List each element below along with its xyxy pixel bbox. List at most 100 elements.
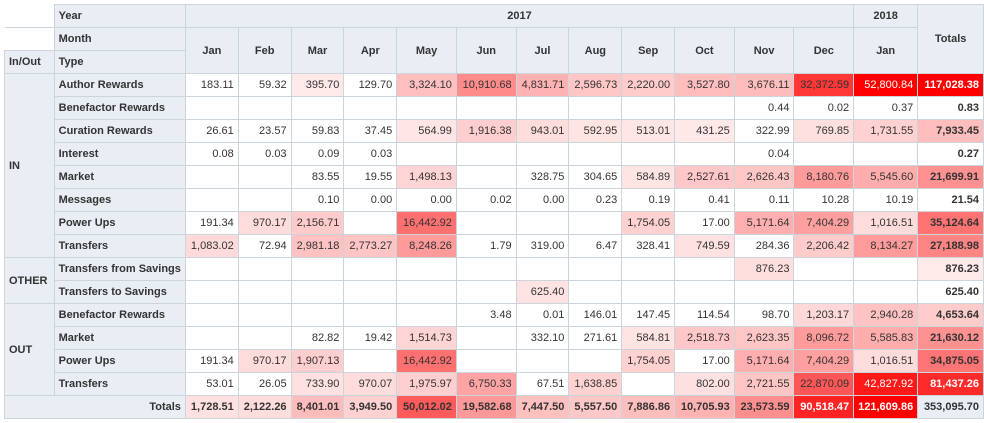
column-total: 23,573.59 — [733, 395, 795, 419]
value-cell — [674, 142, 735, 166]
value-cell — [621, 96, 676, 120]
value-cell: 322.99 — [733, 119, 795, 143]
value-cell: 0.02 — [455, 188, 517, 212]
month-label: Month — [53, 27, 186, 51]
value-cell: 146.01 — [568, 303, 623, 327]
column-total: 7,886.86 — [621, 395, 676, 419]
header-corner — [4, 27, 55, 51]
value-cell: 271.61 — [568, 326, 623, 350]
column-total: 8,401.01 — [290, 395, 345, 419]
value-cell: 147.45 — [621, 303, 676, 327]
value-cell: 8,180.76 — [793, 165, 855, 189]
value-cell — [674, 96, 735, 120]
value-cell: 2,156.71 — [290, 211, 345, 235]
pivot-table: Year 2017 2018 Totals Month Jan Feb Mar Apr May Ju… — [4, 4, 984, 419]
value-cell — [455, 349, 517, 373]
value-cell: 17.00 — [674, 349, 735, 373]
value-cell: 876.23 — [733, 257, 795, 281]
value-cell: 749.59 — [674, 234, 735, 258]
totals-row: Totals 1,728.51 2,122.26 8,401.01 3,949.50 50… — [4, 395, 984, 419]
row-total: 0.83 — [917, 96, 984, 120]
row-total: 21,699.91 — [917, 165, 984, 189]
value-cell: 129.70 — [343, 73, 398, 97]
value-cell — [343, 303, 398, 327]
row-type: Interest — [53, 142, 186, 166]
value-cell: 1,638.85 — [568, 372, 623, 396]
value-cell: 2,623.35 — [733, 326, 795, 350]
value-cell: 431.25 — [674, 119, 735, 143]
value-cell — [184, 96, 239, 120]
value-cell: 6,750.33 — [455, 372, 517, 396]
month-header: Feb — [237, 27, 292, 74]
row-type: Power Ups — [53, 349, 186, 373]
value-cell — [793, 257, 855, 281]
row-total: 21,630.12 — [917, 326, 984, 350]
value-cell — [515, 211, 570, 235]
value-cell: 395.70 — [290, 73, 345, 97]
month-header: Mar — [290, 27, 345, 74]
month-header: Dec — [793, 27, 855, 74]
value-cell — [184, 280, 239, 304]
value-cell — [343, 257, 398, 281]
row-type: Benefactor Rewards — [53, 303, 186, 327]
table-row: Messages 0.10 0.00 0.00 0.02 0.00 0.23 0.19 0.41… — [5, 188, 984, 212]
value-cell: 32,372.59 — [793, 73, 855, 97]
value-cell: 584.89 — [621, 165, 676, 189]
value-cell — [455, 280, 517, 304]
row-type: Market — [53, 326, 186, 350]
row-total: 0.27 — [917, 142, 984, 166]
value-cell — [290, 280, 345, 304]
value-cell: 625.40 — [515, 280, 570, 304]
value-cell — [396, 96, 457, 120]
value-cell — [455, 326, 517, 350]
totals-row-label: Totals — [4, 395, 186, 419]
value-cell: 6.47 — [568, 234, 623, 258]
value-cell: 5,171.64 — [733, 211, 795, 235]
value-cell: 1,203.17 — [793, 303, 855, 327]
value-cell — [343, 96, 398, 120]
value-cell — [568, 96, 623, 120]
value-cell — [568, 211, 623, 235]
value-cell: 26.05 — [237, 372, 292, 396]
row-total: 81,437.26 — [917, 372, 984, 396]
value-cell: 0.01 — [515, 303, 570, 327]
value-cell: 2,626.43 — [733, 165, 795, 189]
value-cell: 53.01 — [184, 372, 239, 396]
value-cell: 2,527.61 — [674, 165, 735, 189]
value-cell: 1,907.13 — [290, 349, 345, 373]
header-row-month: Month Jan Feb Mar Apr May Jun Jul Aug Sep Oct Nov De… — [4, 27, 984, 74]
group-label: IN — [4, 73, 55, 258]
value-cell: 0.00 — [343, 188, 398, 212]
value-cell: 0.00 — [396, 188, 457, 212]
value-cell: 10.28 — [793, 188, 855, 212]
value-cell — [515, 96, 570, 120]
column-total: 19,582.68 — [455, 395, 517, 419]
table-row: Power Ups 191.34 970.17 1,907.13 16,442.92 1,… — [5, 349, 984, 373]
value-cell — [237, 280, 292, 304]
value-cell: 733.90 — [290, 372, 345, 396]
row-type: Transfers — [53, 372, 186, 396]
value-cell — [515, 349, 570, 373]
row-total: 34,875.05 — [917, 349, 984, 373]
month-header: Apr — [343, 27, 398, 74]
value-cell: 0.23 — [568, 188, 623, 212]
value-cell: 1.79 — [455, 234, 517, 258]
header-corner — [4, 4, 55, 28]
column-total: 3,949.50 — [343, 395, 398, 419]
value-cell: 1,731.55 — [853, 119, 919, 143]
value-cell — [184, 303, 239, 327]
value-cell — [237, 257, 292, 281]
table-row: Interest 0.08 0.03 0.09 0.03 0.04 0.27 — [5, 142, 984, 166]
value-cell — [237, 326, 292, 350]
column-total: 50,012.02 — [396, 395, 457, 419]
value-cell: 183.11 — [184, 73, 239, 97]
value-cell: 191.34 — [184, 211, 239, 235]
value-cell: 83.55 — [290, 165, 345, 189]
value-cell: 19.55 — [343, 165, 398, 189]
value-cell: 23.57 — [237, 119, 292, 143]
month-header: Jan — [853, 27, 919, 74]
value-cell — [343, 280, 398, 304]
value-cell: 970.07 — [343, 372, 398, 396]
grand-total: 353,095.70 — [917, 395, 984, 419]
value-cell — [853, 142, 919, 166]
